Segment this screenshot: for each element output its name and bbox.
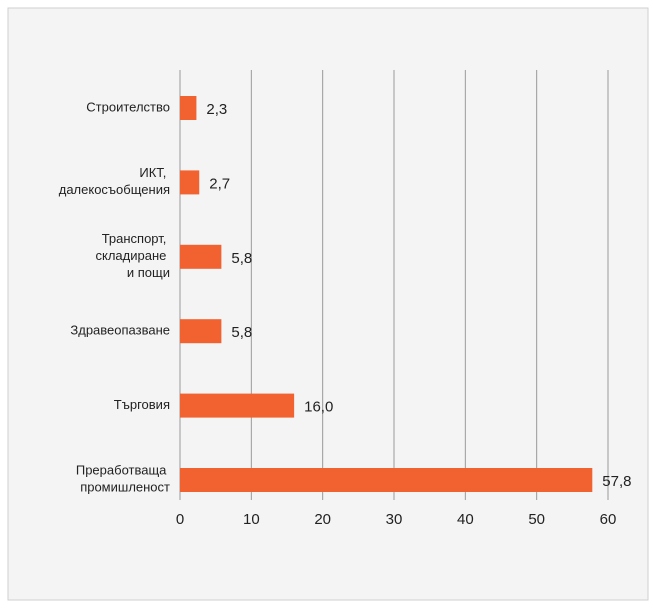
y-tick-label: ИКТ, далекосъобщения (59, 165, 170, 197)
value-label: 2,3 (206, 101, 227, 118)
y-tick-label: Търговия (114, 397, 170, 412)
bar (180, 244, 222, 269)
value-label: 5,8 (231, 324, 252, 341)
value-label: 5,8 (231, 250, 252, 267)
value-label: 2,7 (209, 175, 230, 192)
x-tick-label: 30 (386, 511, 403, 528)
y-tick-label: Здравеопазване (70, 323, 170, 338)
bar (180, 319, 222, 344)
y-tick-label: Преработваща промишленост (76, 463, 170, 495)
x-tick-label: 50 (528, 511, 545, 528)
x-tick-label: 20 (314, 511, 331, 528)
bar (180, 393, 295, 418)
x-tick-label: 10 (243, 511, 260, 528)
frame (7, 7, 649, 601)
bar (180, 96, 197, 120)
x-tick-label: 40 (457, 511, 474, 528)
x-tick-label: 60 (600, 511, 617, 528)
x-tick-label: 0 (176, 511, 184, 528)
bar (180, 468, 593, 492)
y-tick-label: Строителство (86, 99, 170, 114)
bar (180, 170, 200, 195)
y-tick-label: Транспорт, складиране и пощи (96, 231, 170, 280)
value-label: 16,0 (304, 399, 333, 416)
value-label: 57,8 (602, 473, 631, 490)
